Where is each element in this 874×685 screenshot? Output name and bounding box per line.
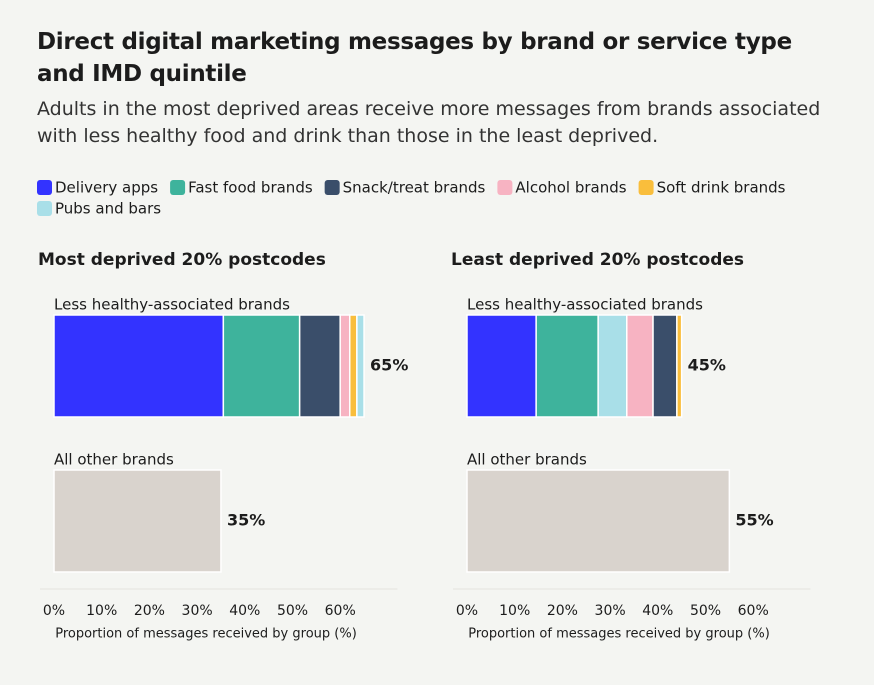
bar-segment: [348, 314, 358, 418]
x-tick-label: 20%: [547, 603, 578, 619]
x-tick-label: 0%: [43, 603, 65, 619]
legend-swatch: [497, 180, 513, 195]
legend-swatch: [638, 180, 654, 195]
x-tick-label: 30%: [182, 603, 213, 619]
x-tick-label: 40%: [229, 603, 260, 619]
legend-label: Snack/treat brands: [343, 179, 486, 197]
bar-segment: [53, 469, 222, 573]
category-label: Less healthy-associated brands: [54, 296, 290, 314]
x-tick-label: 10%: [499, 603, 530, 619]
bar-segment: [222, 314, 301, 418]
bar-segment: [339, 314, 351, 418]
bar-segment: [626, 314, 654, 418]
bar-segment: [53, 314, 225, 418]
value-label: 45%: [688, 356, 726, 375]
x-tick-label: 50%: [690, 603, 721, 619]
legend-swatch: [324, 180, 340, 195]
value-label: 35%: [227, 511, 265, 530]
bar-segment: [652, 314, 678, 418]
bar-segment: [466, 469, 731, 573]
legend-swatch: [37, 180, 52, 195]
legend-swatch: [170, 180, 186, 195]
legend-swatch: [37, 201, 52, 216]
legend-label: Delivery apps: [55, 179, 158, 197]
x-axis-label: Proportion of messages received by group…: [468, 627, 770, 642]
bar-segment: [356, 314, 365, 418]
legend-label: Alcohol brands: [515, 179, 626, 197]
panel-title: Most deprived 20% postcodes: [38, 250, 326, 270]
legend-label: Pubs and bars: [55, 200, 161, 218]
bar-segment: [466, 314, 537, 418]
x-tick-label: 0%: [456, 603, 478, 619]
chart-subtitle: Adults in the most deprived areas receiv…: [37, 98, 821, 147]
value-label: 55%: [735, 511, 773, 530]
x-tick-label: 50%: [277, 603, 308, 619]
bar-segment: [535, 314, 599, 418]
x-tick-label: 60%: [325, 603, 356, 619]
legend-label: Soft drink brands: [657, 179, 786, 197]
panel-title: Least deprived 20% postcodes: [451, 250, 744, 270]
chart-title: Direct digital marketing messages by bra…: [37, 29, 792, 87]
bar-segment: [676, 314, 683, 418]
category-label: All other brands: [467, 451, 587, 469]
x-tick-label: 30%: [595, 603, 626, 619]
category-label: All other brands: [54, 451, 174, 469]
legend-label: Fast food brands: [188, 179, 313, 197]
x-tick-label: 10%: [86, 603, 117, 619]
x-tick-label: 40%: [642, 603, 673, 619]
x-tick-label: 20%: [134, 603, 165, 619]
value-label: 65%: [370, 356, 408, 375]
x-tick-label: 60%: [738, 603, 769, 619]
x-axis-label: Proportion of messages received by group…: [55, 627, 357, 642]
bar-segment: [298, 314, 341, 418]
bar-segment: [597, 314, 628, 418]
category-label: Less healthy-associated brands: [467, 296, 703, 314]
